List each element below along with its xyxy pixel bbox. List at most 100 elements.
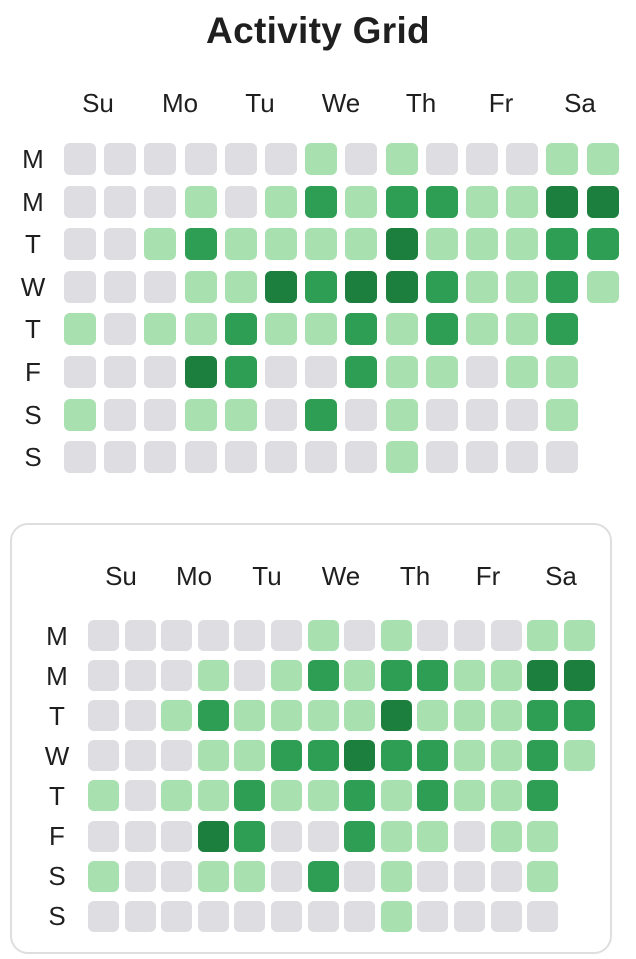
grid-cell bbox=[527, 700, 559, 732]
grid-cell bbox=[184, 228, 217, 261]
grid-cell bbox=[271, 740, 302, 772]
grid-cell bbox=[563, 700, 595, 732]
row-label-7: S bbox=[24, 442, 42, 473]
grid-cell bbox=[271, 620, 302, 651]
grid-cell bbox=[307, 820, 339, 852]
grid-cell bbox=[425, 356, 458, 388]
grid-cell bbox=[305, 143, 338, 175]
grid-cell bbox=[88, 820, 119, 852]
row-label-4: T bbox=[49, 780, 65, 811]
grid-cell bbox=[197, 900, 229, 932]
grid-cell bbox=[380, 660, 412, 692]
grid-cell bbox=[307, 860, 339, 892]
grid-cell bbox=[527, 620, 559, 651]
grid-cell bbox=[144, 228, 177, 261]
grid-cell bbox=[345, 313, 378, 346]
row-label-5: F bbox=[49, 821, 65, 851]
grid-cell bbox=[385, 313, 418, 346]
grid-cell bbox=[197, 780, 229, 812]
grid-cell bbox=[380, 700, 412, 732]
grid-cell bbox=[197, 740, 229, 772]
grid-cell bbox=[506, 313, 539, 346]
grid-cell bbox=[104, 143, 137, 175]
grid-cell bbox=[466, 185, 498, 218]
day-label-su: Su bbox=[82, 88, 114, 118]
grid-cell bbox=[124, 700, 156, 732]
grid-cell bbox=[234, 740, 266, 772]
grid-cell bbox=[345, 356, 378, 388]
grid-cell bbox=[224, 228, 257, 261]
grid-cell bbox=[425, 270, 458, 303]
grid-cell bbox=[224, 398, 257, 431]
grid-cell bbox=[454, 780, 485, 812]
grid-cell bbox=[417, 860, 449, 892]
grid-cell bbox=[345, 441, 378, 474]
grid-cell bbox=[490, 820, 522, 852]
grid-cell bbox=[385, 185, 418, 218]
grid-cell bbox=[454, 660, 485, 692]
grid-cell bbox=[345, 228, 378, 261]
grid-cell bbox=[64, 441, 96, 474]
grid-cell bbox=[305, 398, 338, 431]
page-title: Activity Grid bbox=[206, 10, 430, 51]
day-label-mo: Mo bbox=[161, 88, 199, 118]
grid-cell bbox=[425, 441, 458, 474]
grid-cell bbox=[305, 228, 338, 261]
grid-cell bbox=[380, 780, 412, 812]
day-label-th: Th bbox=[405, 88, 437, 118]
grid-cell bbox=[64, 313, 96, 346]
grid-cell bbox=[224, 313, 257, 346]
grid-cell bbox=[184, 185, 217, 218]
grid-cell bbox=[161, 740, 193, 772]
grid-cell bbox=[527, 780, 559, 812]
grid-cell bbox=[563, 660, 595, 692]
grid-cell bbox=[144, 313, 177, 346]
grid-cell bbox=[417, 660, 449, 692]
grid-cell bbox=[344, 900, 376, 932]
grid-cell bbox=[64, 270, 96, 303]
grid-cell bbox=[265, 441, 297, 474]
grid-cell bbox=[64, 185, 96, 218]
grid-cell bbox=[417, 620, 449, 651]
grid-cell bbox=[144, 441, 177, 474]
grid-cell bbox=[234, 900, 266, 932]
grid-cell bbox=[161, 820, 193, 852]
grid-cell bbox=[527, 740, 559, 772]
grid-cell bbox=[546, 398, 579, 431]
grid-cell bbox=[345, 270, 378, 303]
grid-cell bbox=[546, 185, 579, 218]
grid-cell bbox=[104, 228, 137, 261]
grid-cell bbox=[64, 356, 96, 388]
grid-cell bbox=[305, 441, 338, 474]
grid-cell bbox=[466, 356, 498, 388]
grid-cell bbox=[307, 700, 339, 732]
grid-cell bbox=[224, 356, 257, 388]
grid-cell bbox=[224, 143, 257, 175]
grid-cell bbox=[224, 270, 257, 303]
grid-cell bbox=[380, 860, 412, 892]
grid-cell bbox=[184, 143, 217, 175]
grid-cell bbox=[124, 660, 156, 692]
grid-cell bbox=[425, 185, 458, 218]
grid-cell bbox=[234, 780, 266, 812]
grid-cell bbox=[563, 620, 595, 651]
grid-cell bbox=[417, 700, 449, 732]
grid-cell bbox=[88, 620, 119, 651]
grid-cell bbox=[506, 270, 539, 303]
grid-cell bbox=[234, 660, 266, 692]
row-label-6: S bbox=[24, 399, 42, 430]
grid-cell bbox=[124, 860, 156, 892]
grid-cell bbox=[307, 620, 339, 651]
grid-cell bbox=[197, 820, 229, 852]
grid-cell bbox=[305, 313, 338, 346]
grid-cell bbox=[271, 860, 302, 892]
row-label-1: M bbox=[46, 660, 68, 691]
grid-cell bbox=[527, 860, 559, 892]
row-label-2: T bbox=[49, 700, 65, 731]
grid-cell bbox=[104, 441, 137, 474]
grid-cell bbox=[417, 780, 449, 812]
grid-cell bbox=[184, 398, 217, 431]
grid-cell bbox=[197, 860, 229, 892]
grid-cell bbox=[490, 700, 522, 732]
day-label-we: We bbox=[321, 88, 361, 118]
